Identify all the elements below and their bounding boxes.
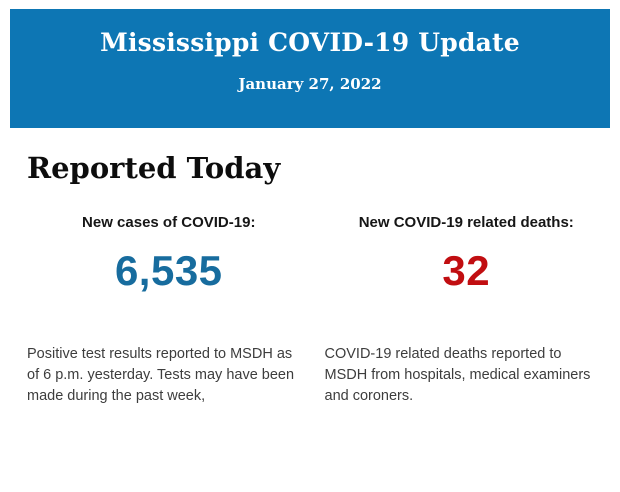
new-deaths-description: COVID-19 related deaths reported to MSDH… [324, 346, 591, 405]
new-deaths-value: 32 [442, 247, 491, 295]
stat-new-cases: New cases of COVID-19: 6,535 Positive te… [27, 214, 311, 407]
new-cases-label: New cases of COVID-19: [82, 214, 256, 232]
stats-columns: New cases of COVID-19: 6,535 Positive te… [27, 214, 608, 407]
new-cases-description: Positive test results reported to MSDH a… [27, 346, 295, 405]
stat-new-deaths: New COVID-19 related deaths: 32 COVID-19… [325, 214, 609, 407]
report-date: January 27, 2022 [238, 75, 382, 94]
page-title: Mississippi COVID-19 Update [100, 28, 520, 57]
section-title: Reported Today [27, 151, 281, 185]
header-banner: Mississippi COVID-19 Update January 27, … [10, 9, 610, 128]
newsletter-page: { "header": { "title": "Mississippi COVI… [0, 9, 620, 492]
new-deaths-label: New COVID-19 related deaths: [358, 214, 574, 232]
new-cases-value: 6,535 [114, 247, 223, 295]
